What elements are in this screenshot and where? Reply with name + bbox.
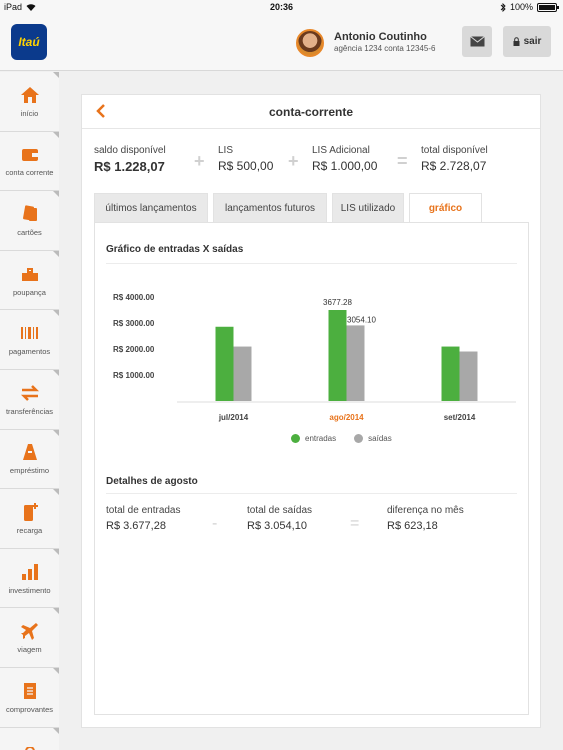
balance-lis: LIS R$ 500,00: [218, 145, 274, 173]
bar-chart: R$ 4000.00 R$ 3000.00 R$ 2000.00 R$ 1000.00…: [113, 293, 516, 422]
x-tick-label: ago/2014: [329, 413, 364, 422]
battery-icon: [537, 2, 559, 12]
sidebar-item-recarga[interactable]: recarga: [0, 489, 59, 549]
loan-icon: [19, 442, 41, 462]
balance-summary: saldo disponível R$ 1.228,07 + LIS R$ 50…: [94, 145, 534, 185]
sidebar-item-emprestimo[interactable]: empréstimo: [0, 429, 59, 490]
itau-logo[interactable]: Itaú: [11, 24, 47, 60]
legend-swatch: [291, 434, 300, 443]
bluetooth-icon: [500, 2, 506, 12]
page-title: conta-corrente: [268, 105, 354, 119]
lock-icon: [513, 37, 520, 46]
bar-entradas: [215, 326, 234, 401]
wifi-icon: [26, 4, 36, 11]
bar-saídas: [233, 346, 252, 401]
sidebar-item-cartoes[interactable]: cartões: [0, 191, 59, 251]
cards-icon: [19, 204, 41, 224]
bar-entradas: [328, 310, 347, 401]
chart-legend: entradas saídas: [291, 434, 392, 443]
divider: [106, 493, 517, 494]
messages-button[interactable]: [462, 26, 492, 57]
sidebar-item-more[interactable]: [0, 727, 59, 750]
sidebar-item-poupanca[interactable]: poupança: [0, 250, 59, 311]
bar-chart-icon: [19, 562, 41, 582]
legend-item-saidas: saídas: [354, 434, 392, 443]
tab-bar: últimos lançamentos lançamentos futuros …: [94, 193, 530, 223]
x-tick-label: jul/2014: [218, 413, 249, 422]
bar-entradas: [441, 346, 460, 401]
tab-lis-utilizado[interactable]: LIS utilizado: [332, 193, 404, 223]
tab-ultimos-lancamentos[interactable]: últimos lançamentos: [94, 193, 208, 223]
minus-operator: -: [212, 515, 218, 532]
bar-saídas: [459, 351, 478, 401]
sidebar-item-inicio[interactable]: início: [0, 72, 59, 132]
sidebar-item-comprovantes[interactable]: comprovantes: [0, 667, 59, 728]
sidebar-item-transferencias[interactable]: transferências: [0, 369, 59, 430]
bar-saídas: [346, 325, 365, 401]
sidebar-item-investimento[interactable]: investimento: [0, 548, 59, 609]
device-name: iPad: [4, 2, 23, 12]
home-icon: [19, 85, 41, 105]
legend-item-entradas: entradas: [291, 434, 336, 443]
app-header: Itaú Antonio Coutinho agência 1234 conta…: [0, 16, 563, 71]
balance-total: total disponível R$ 2.728,07: [421, 145, 488, 173]
equals-operator: =: [350, 515, 360, 532]
lock-icon: [19, 745, 41, 750]
user-name: Antonio Coutinho: [334, 31, 427, 43]
wallet-icon: [19, 144, 41, 164]
airplane-icon: [19, 621, 41, 641]
detail-diferenca: diferença no mês R$ 623,18: [387, 505, 464, 532]
balance-lis-adicional: LIS Adicional R$ 1.000,00: [312, 145, 378, 173]
sidebar-item-viagem[interactable]: viagem: [0, 608, 59, 668]
y-tick-label: R$ 4000.00: [113, 293, 155, 302]
balance-available: saldo disponível R$ 1.228,07: [94, 145, 166, 174]
tab-lancamentos-futuros[interactable]: lançamentos futuros: [213, 193, 327, 223]
legend-swatch: [354, 434, 364, 443]
exit-label: sair: [523, 36, 542, 47]
phone-recharge-icon: [19, 502, 41, 522]
y-tick-label: R$ 3000.00: [113, 319, 155, 328]
sidebar: início conta corrente cartões poupança p…: [0, 72, 59, 750]
chart-content: Gráfico de entradas X saídas R$ 4000.00 R…: [94, 222, 529, 715]
plus-operator: +: [288, 151, 299, 171]
panel-header: conta-corrente: [82, 95, 540, 129]
account-info: agência 1234 conta 12345-6: [334, 44, 436, 53]
equals-operator: =: [397, 151, 408, 171]
battery-percent: 100%: [509, 2, 533, 12]
receipt-icon: [19, 681, 41, 701]
account-panel: conta-corrente saldo disponível R$ 1.228…: [81, 94, 541, 728]
data-label: 3054.10: [347, 315, 376, 324]
status-time: 20:36: [269, 2, 294, 12]
detail-saidas: total de saídas R$ 3.054,10: [247, 505, 313, 532]
envelope-icon: [469, 36, 485, 47]
barcode-icon: [19, 323, 41, 343]
chart-section-title: Gráfico de entradas X saídas: [106, 244, 244, 255]
avatar[interactable]: [296, 29, 324, 57]
data-label: 3677.28: [323, 298, 352, 307]
y-tick-label: R$ 2000.00: [113, 345, 155, 354]
transfer-icon: [19, 383, 41, 403]
status-bar: iPad 20:36 100%: [0, 0, 563, 16]
divider: [106, 263, 517, 264]
plus-operator: +: [194, 151, 205, 171]
exit-button[interactable]: sair: [503, 26, 551, 57]
details-title: Detalhes de agosto: [106, 476, 198, 487]
x-tick-label: set/2014: [444, 413, 476, 422]
sidebar-item-conta-corrente[interactable]: conta corrente: [0, 131, 59, 192]
y-tick-label: R$ 1000.00: [113, 371, 155, 380]
piggy-icon: [19, 264, 41, 284]
back-chevron-icon[interactable]: [94, 103, 110, 119]
sidebar-item-pagamentos[interactable]: pagamentos: [0, 310, 59, 370]
detail-entradas: total de entradas R$ 3.677,28: [106, 505, 181, 532]
tab-grafico[interactable]: gráfico: [409, 193, 482, 223]
